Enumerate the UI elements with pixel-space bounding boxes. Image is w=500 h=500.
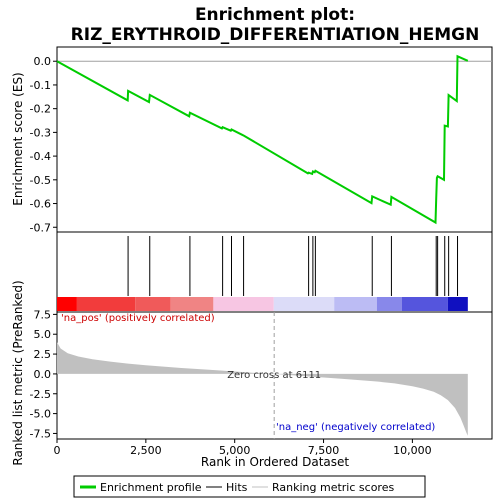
rank-y-tick-label: 7.5 — [34, 308, 52, 321]
es-panel-frame — [56, 46, 493, 233]
legend-label-metric: Ranking metric scores — [272, 481, 394, 494]
rank-x-tick-label: 2,500 — [130, 444, 162, 457]
legend: Enrichment profile Hits Ranking metric s… — [73, 475, 426, 498]
es-y-tick-label: -0.5 — [30, 174, 51, 187]
es-y-tick-label: -0.2 — [30, 103, 51, 116]
heat-bar-segment — [57, 297, 77, 311]
es-y-tick-label: -0.4 — [30, 150, 51, 163]
heat-bar-segment — [447, 297, 468, 311]
rank-y-axis: 7.5 5.0 2.5 0.0 -2.5 -5.0 -7.5 — [30, 308, 57, 440]
rank-y-tick-label: 5.0 — [34, 328, 52, 341]
negative-correlation-label: 'na_neg' (negatively correlated) — [276, 422, 435, 433]
hits-panel — [56, 231, 493, 313]
legend-frame — [73, 475, 426, 498]
heat-bar-segment — [135, 297, 171, 311]
heat-bar-segment — [376, 297, 402, 311]
es-y-tick-label: -0.6 — [30, 198, 51, 211]
legend-label-enrichment: Enrichment profile — [100, 481, 202, 494]
legend-label-hits: Hits — [226, 481, 248, 494]
chart-title-line2: RIZ_ERYTHROID_DIFFERENTIATION_HEMGN — [71, 25, 480, 45]
rank-y-tick-label: -2.5 — [30, 388, 51, 401]
rank-x-tick-label: 7,500 — [308, 444, 340, 457]
es-y-axis-label: Enrichment score (ES) — [11, 72, 25, 205]
positive-correlation-label: 'na_pos' (positively correlated) — [61, 313, 215, 324]
rank-x-tick-label: 0 — [54, 444, 61, 457]
rank-x-tick-label: 5,000 — [219, 444, 251, 457]
rank-y-tick-label: 2.5 — [34, 348, 52, 361]
rank-panel: 7.5 5.0 2.5 0.0 -2.5 -5.0 -7.5 0 2,500 5,000 7,50… — [11, 280, 493, 469]
hit-markers — [127, 236, 459, 296]
rank-x-tick-label: 10,000 — [393, 444, 432, 457]
es-y-axis: 0.0 -0.1 -0.2 -0.3 -0.4 -0.5 -0.6 -0.7 — [30, 55, 57, 234]
enrichment-profile-line — [56, 54, 469, 225]
es-panel: 0.0 -0.1 -0.2 -0.3 -0.4 -0.5 -0.6 -0.7 Enrichme… — [11, 46, 493, 234]
es-y-tick-label: -0.1 — [30, 79, 51, 92]
heat-bar-segment — [334, 297, 377, 311]
rank-x-axis: 0 2,500 5,000 7,500 10,000 — [54, 439, 432, 457]
ranking-heat-bar — [57, 297, 468, 311]
es-y-tick-label: -0.7 — [30, 221, 51, 234]
heat-bar-segment — [76, 297, 136, 311]
rank-y-tick-label: -7.5 — [30, 427, 51, 440]
rank-y-axis-label: Ranked list metric (PreRanked) — [11, 280, 25, 465]
rank-y-tick-label: -5.0 — [30, 408, 51, 421]
heat-bar-segment — [401, 297, 448, 311]
rank-y-tick-label: 0.0 — [34, 368, 52, 381]
rank-x-axis-label: Rank in Ordered Dataset — [201, 455, 349, 469]
heat-bar-segment — [273, 297, 335, 311]
es-y-tick-label: -0.3 — [30, 126, 51, 139]
chart-title-line1: Enrichment plot: — [195, 5, 355, 25]
heat-bar-segment — [213, 297, 274, 311]
heat-bar-segment — [170, 297, 214, 311]
es-y-tick-label: 0.0 — [34, 55, 52, 68]
zero-cross-label: Zero cross at 6111 — [227, 370, 321, 381]
